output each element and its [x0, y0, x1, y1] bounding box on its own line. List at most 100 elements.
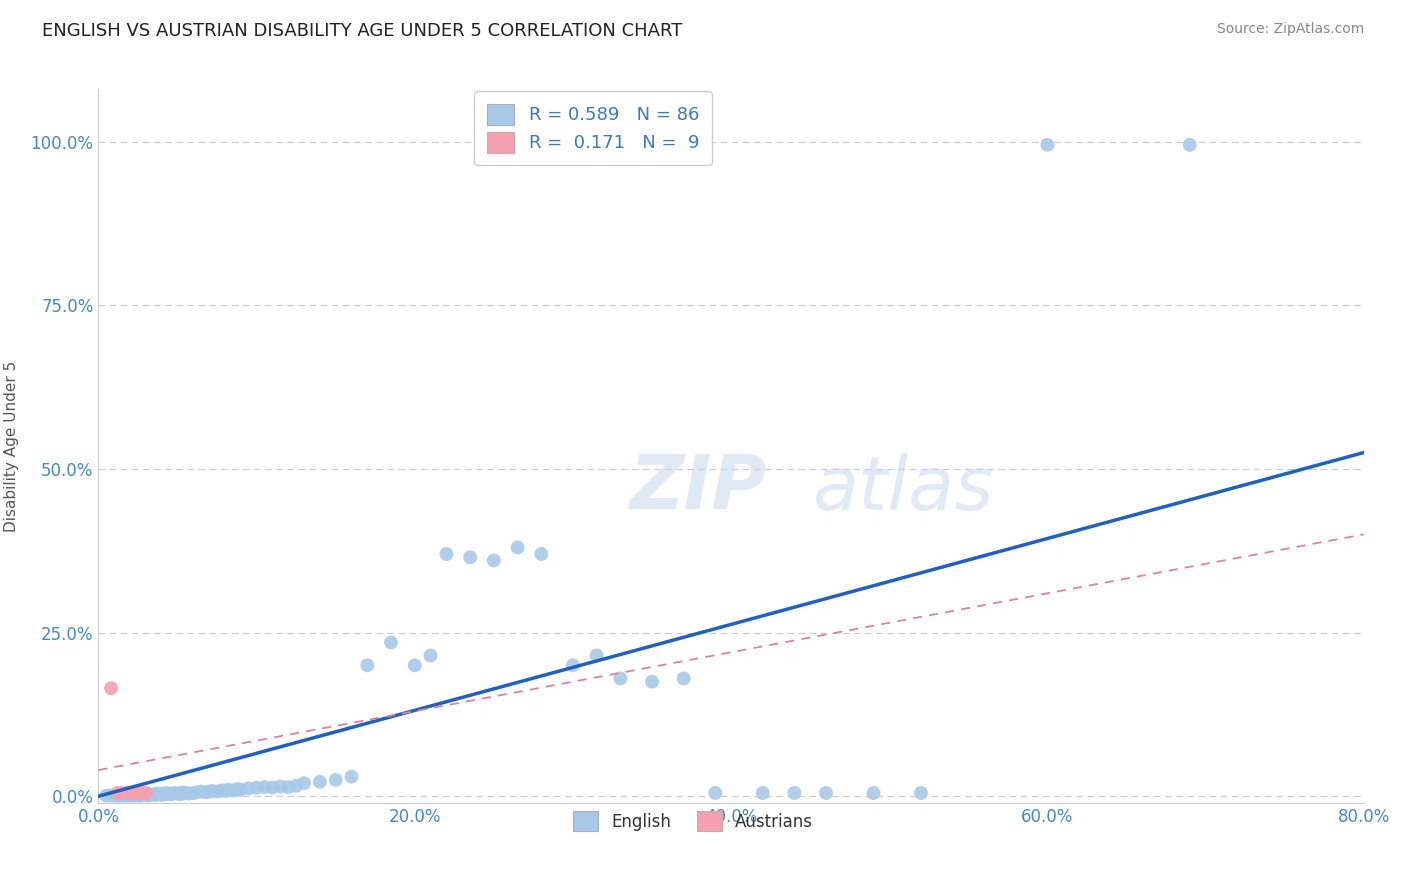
Point [211, 783, 233, 797]
Point [530, 547, 553, 561]
Point [704, 786, 727, 800]
Y-axis label: Disability Age Under 5: Disability Age Under 5 [4, 360, 20, 532]
Point [585, 648, 607, 663]
Point [111, 788, 134, 802]
Point [128, 788, 150, 802]
Point [419, 648, 441, 663]
Point [122, 786, 145, 800]
Point [138, 787, 160, 801]
Point [190, 785, 212, 799]
Point [107, 786, 129, 800]
Point [127, 789, 149, 803]
Point [229, 782, 252, 797]
Point [121, 788, 143, 802]
Point [150, 788, 173, 802]
Point [177, 787, 200, 801]
Point [136, 789, 159, 803]
Point [120, 786, 141, 800]
Point [814, 786, 837, 800]
Point [561, 658, 585, 673]
Point [269, 780, 291, 794]
Point [103, 789, 125, 803]
Point [1178, 137, 1201, 152]
Point [96, 789, 118, 803]
Text: ENGLISH VS AUSTRIAN DISABILITY AGE UNDER 5 CORRELATION CHART: ENGLISH VS AUSTRIAN DISABILITY AGE UNDER… [42, 22, 682, 40]
Point [292, 776, 315, 790]
Point [100, 681, 122, 696]
Point [238, 781, 260, 796]
Point [100, 789, 122, 803]
Point [135, 786, 157, 800]
Point [506, 541, 529, 555]
Point [783, 786, 806, 800]
Point [172, 785, 194, 799]
Point [214, 784, 236, 798]
Point [159, 787, 181, 801]
Point [169, 787, 191, 801]
Text: Source: ZipAtlas.com: Source: ZipAtlas.com [1216, 22, 1364, 37]
Point [111, 786, 134, 800]
Point [246, 780, 269, 795]
Point [380, 635, 402, 649]
Legend: English, Austrians: English, Austrians [567, 805, 820, 838]
Point [163, 786, 186, 800]
Point [217, 782, 239, 797]
Point [112, 789, 135, 803]
Point [107, 789, 129, 803]
Point [186, 785, 208, 799]
Point [226, 782, 249, 797]
Point [356, 658, 378, 673]
Point [482, 553, 505, 567]
Point [150, 787, 173, 801]
Point [124, 788, 146, 802]
Point [132, 786, 155, 800]
Point [122, 789, 145, 803]
Point [436, 547, 458, 561]
Point [198, 785, 221, 799]
Point [139, 788, 162, 802]
Point [309, 775, 332, 789]
Point [222, 783, 245, 797]
Point [129, 789, 152, 803]
Point [751, 786, 773, 800]
Point [340, 770, 363, 784]
Point [145, 788, 166, 802]
Point [609, 672, 631, 686]
Point [672, 672, 695, 686]
Point [153, 787, 176, 801]
Point [277, 780, 299, 794]
Point [201, 784, 224, 798]
Point [253, 780, 276, 794]
Point [148, 787, 170, 801]
Point [115, 786, 138, 800]
Point [114, 788, 136, 802]
Point [862, 786, 884, 800]
Point [404, 658, 426, 673]
Point [160, 787, 183, 801]
Point [120, 789, 141, 803]
Point [117, 788, 139, 802]
Point [205, 785, 228, 799]
Point [194, 785, 218, 799]
Point [135, 788, 157, 802]
Point [127, 787, 149, 801]
Point [132, 787, 155, 801]
Point [115, 789, 138, 803]
Point [174, 786, 197, 800]
Point [127, 786, 149, 800]
Point [146, 787, 169, 801]
Point [183, 786, 205, 800]
Point [142, 787, 165, 801]
Point [1036, 137, 1059, 152]
Point [108, 789, 131, 803]
Point [111, 789, 134, 803]
Point [910, 786, 932, 800]
Point [262, 780, 284, 795]
Point [155, 786, 177, 800]
Point [166, 787, 188, 801]
Point [285, 779, 308, 793]
Text: ZIP: ZIP [630, 452, 768, 525]
Point [458, 550, 481, 565]
Text: atlas: atlas [813, 453, 995, 524]
Point [325, 772, 347, 787]
